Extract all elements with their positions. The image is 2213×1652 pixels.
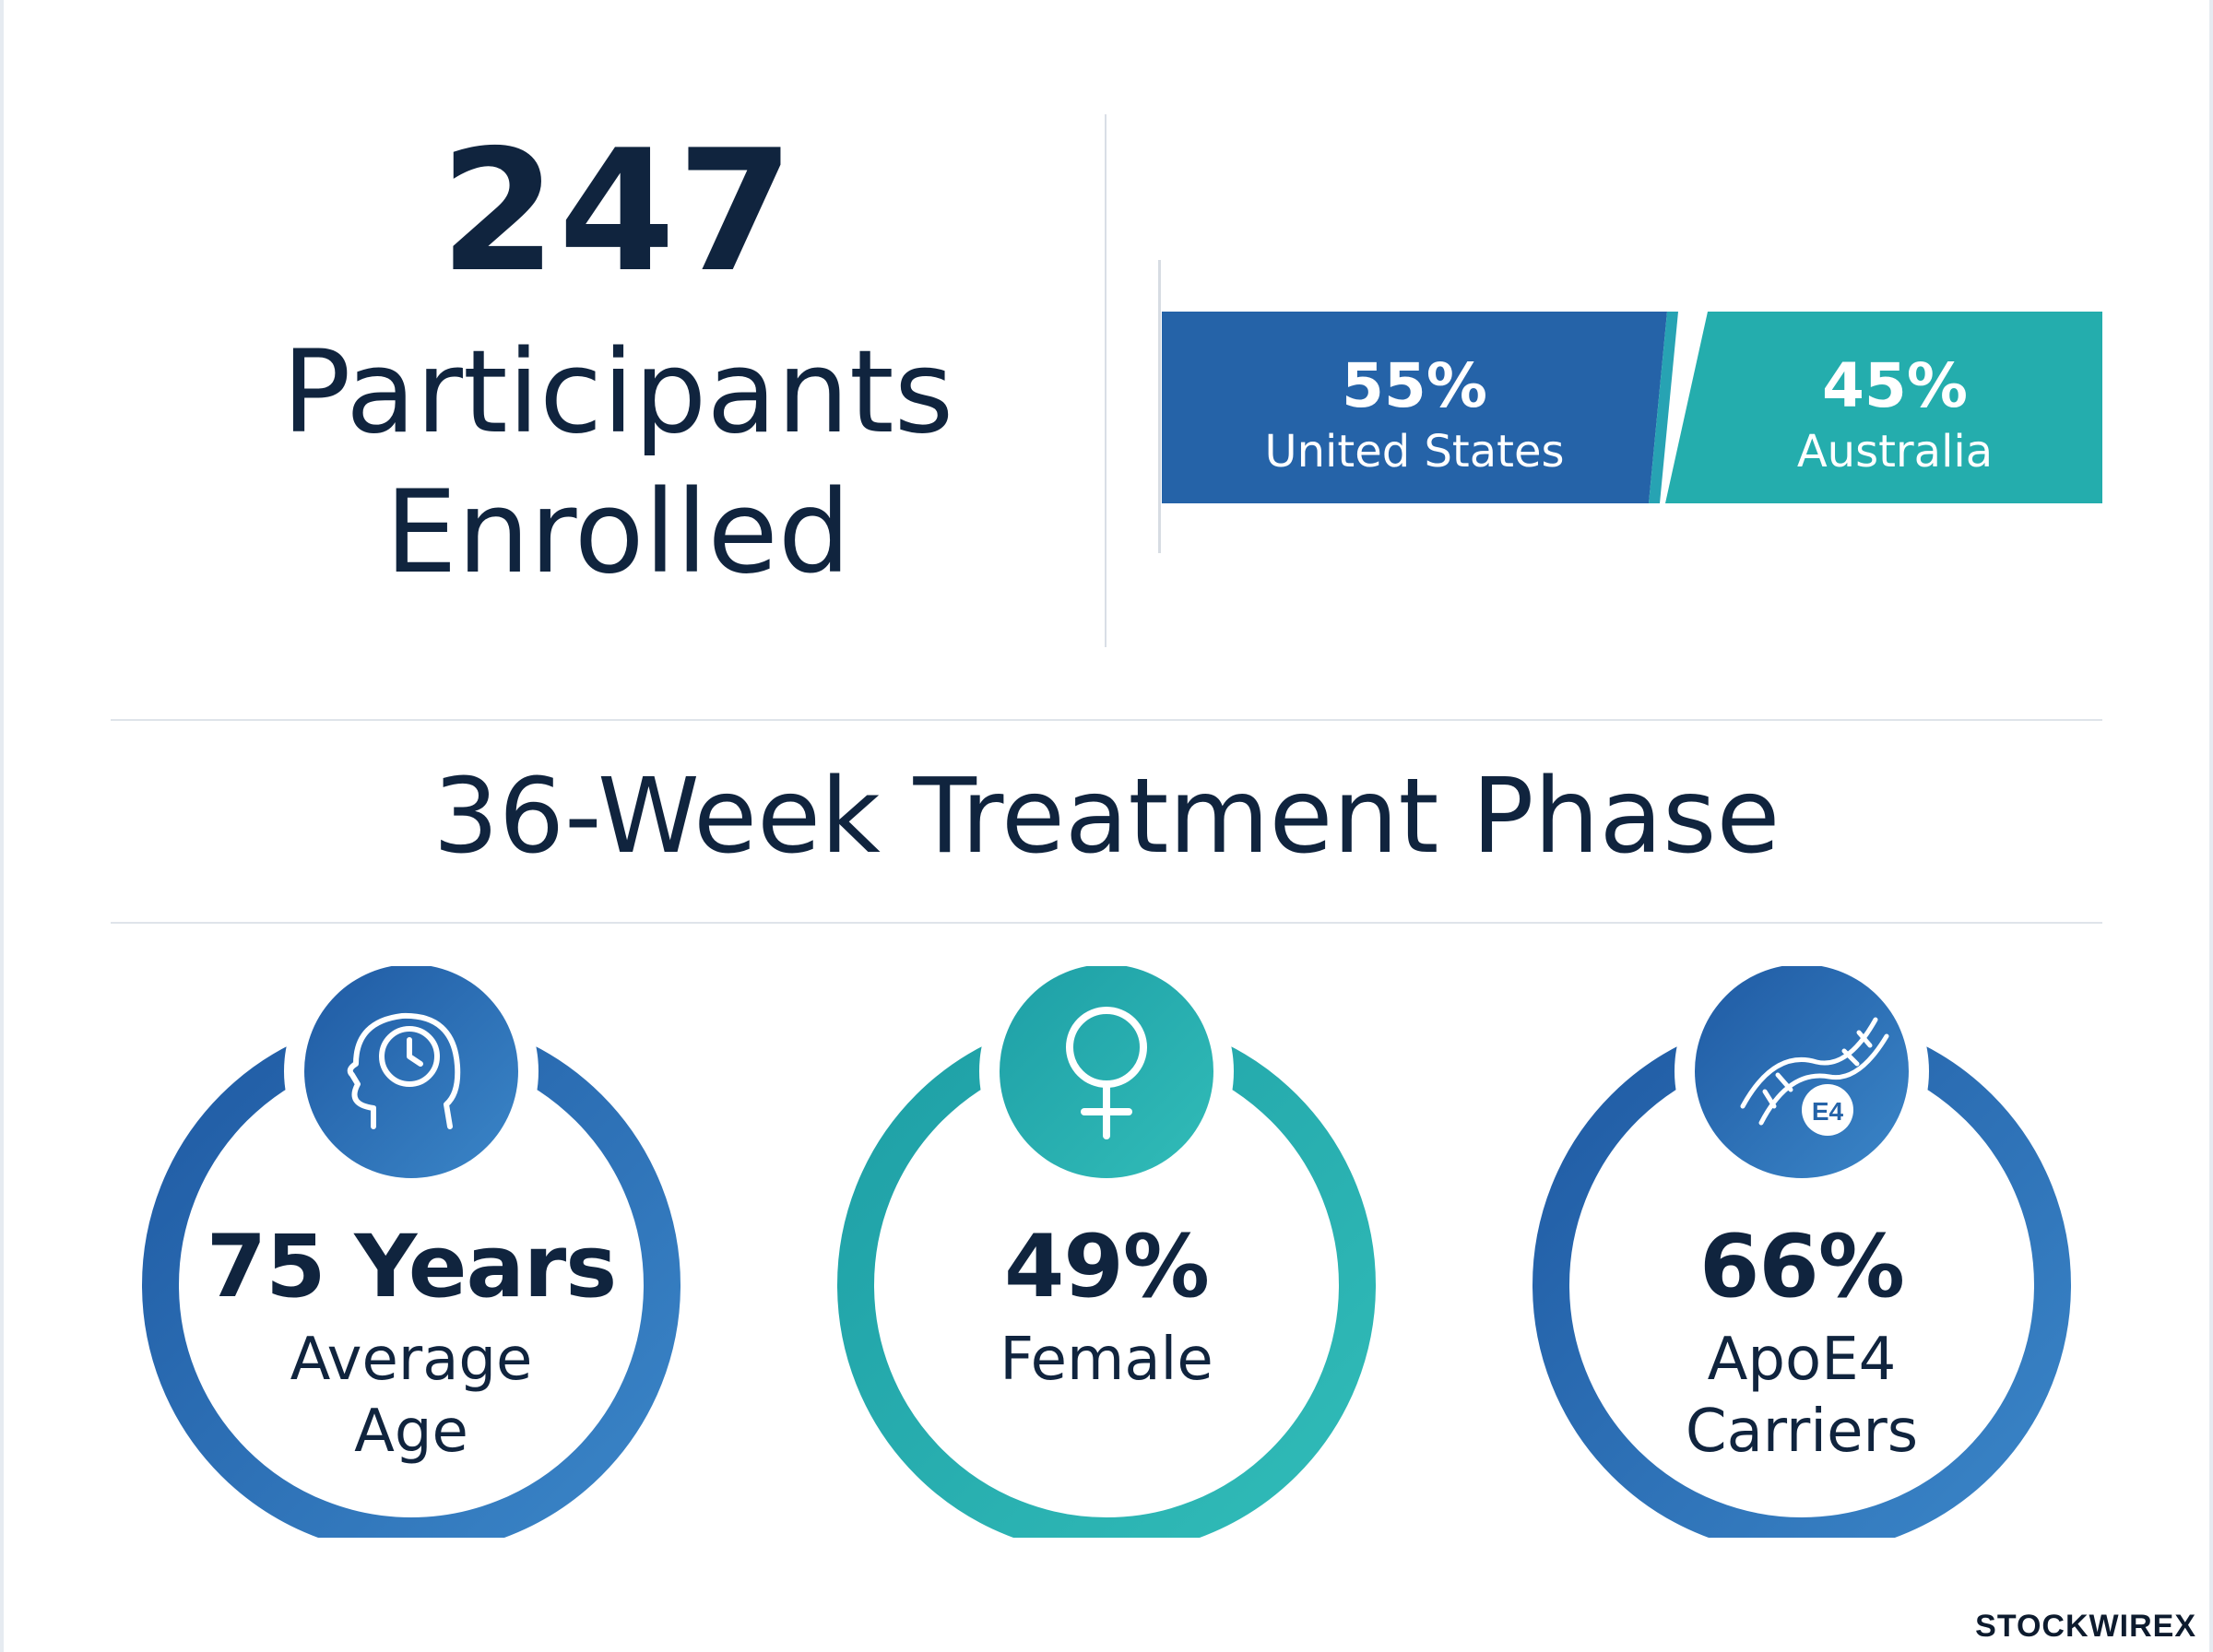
united-states-percent: 55% (1342, 350, 1487, 421)
female-value: 49% (1004, 1217, 1210, 1317)
female-text: 49% Female (885, 1224, 1328, 1396)
segment-united-states (1162, 312, 1667, 503)
bottom-rule (111, 922, 2102, 924)
stockwire-watermark: STOCKWIREX (1975, 1609, 2196, 1645)
enrollment-label-line2: Enrolled (385, 466, 851, 599)
stat-apoe4: E4 66% ApoE4 Carriers (1525, 966, 2078, 1538)
united-states-name: United States (1264, 426, 1565, 478)
stat-average-age: 75 Years Average Age (135, 966, 688, 1538)
vertical-divider (1105, 114, 1106, 647)
page-frame-left (0, 0, 4, 1652)
segment-label-australia: 45% Australia (1687, 350, 2102, 478)
dna-e4-icon (1740, 1017, 1889, 1126)
age-value: 75 Years (206, 1217, 617, 1317)
enrollment-label-line1: Participants (281, 326, 954, 459)
segment-label-united-states: 55% United States (1162, 350, 1667, 478)
female-ring (837, 966, 1376, 1538)
enrollment-count: 247 (440, 113, 796, 309)
apoe4-label: ApoE4 Carriers (1580, 1324, 2023, 1468)
age-ring (142, 966, 680, 1538)
australia-percent: 45% (1822, 350, 1968, 421)
apoe4-label-line2: Carriers (1685, 1398, 1919, 1466)
stat-female: 49% Female (830, 966, 1383, 1538)
female-label: Female (885, 1324, 1328, 1396)
top-rule (111, 719, 2102, 721)
apoe4-value: 66% (1699, 1217, 1905, 1317)
australia-name: Australia (1796, 426, 1994, 478)
age-label-line1: Average (290, 1326, 533, 1394)
segment-divider-accent (1649, 312, 1678, 503)
age-label-line2: Age (354, 1398, 468, 1466)
female-symbol-icon (1066, 1007, 1147, 1139)
apoe4-text: 66% ApoE4 Carriers (1580, 1224, 2023, 1468)
apoe4-ring: E4 (1533, 966, 2071, 1538)
age-text: 75 Years Average Age (190, 1224, 633, 1468)
enrollment-label: Participants Enrolled (111, 323, 1125, 603)
bar-axis-line (1158, 260, 1161, 553)
apoe4-label-line1: ApoE4 (1707, 1326, 1897, 1394)
brand-name: STOCKWIRE (1975, 1609, 2175, 1644)
age-label: Average Age (190, 1324, 633, 1468)
phase-title: 36-Week Treatment Phase (432, 757, 1781, 877)
female-label-line1: Female (1000, 1326, 1213, 1394)
brand-mark: X (2174, 1609, 2196, 1644)
head-clock-icon (347, 1012, 461, 1129)
e4-badge-text: E4 (1812, 1097, 1844, 1126)
segment-australia (1665, 312, 2102, 503)
page-frame-right (2209, 0, 2213, 1652)
